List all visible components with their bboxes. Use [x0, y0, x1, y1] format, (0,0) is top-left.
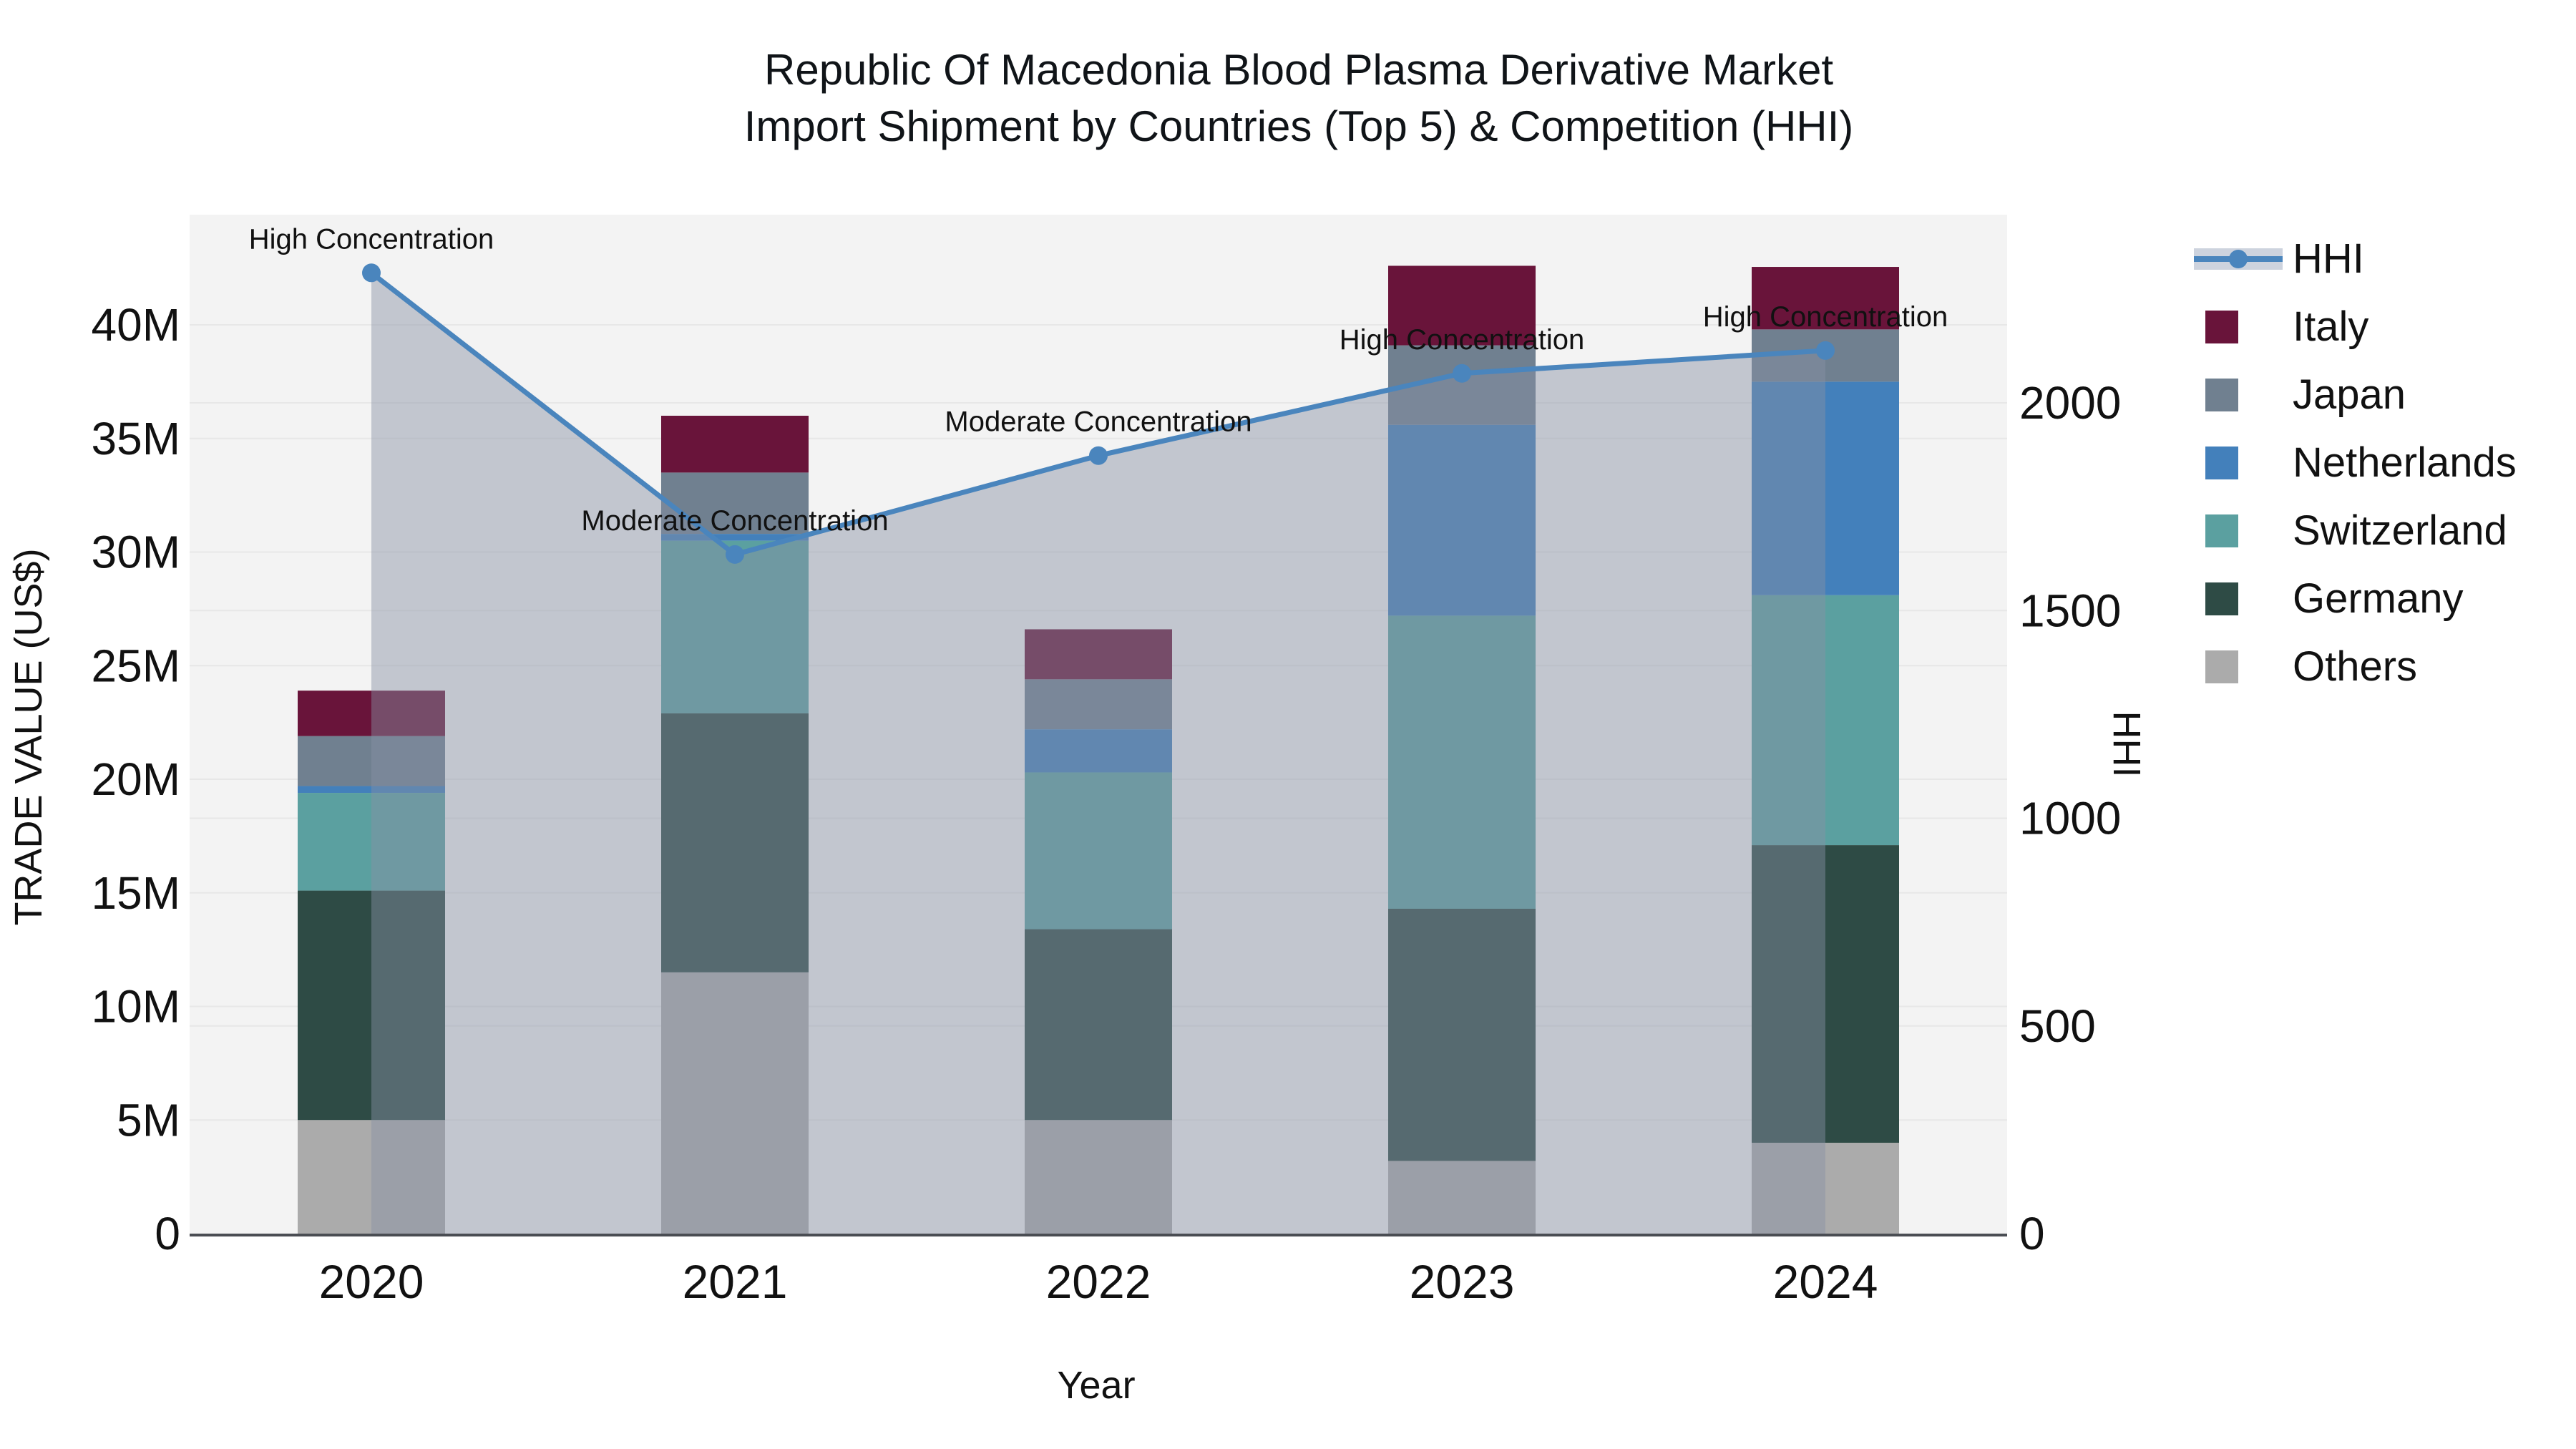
hhi-marker-2020[interactable] [362, 263, 381, 283]
bar-segment-2023-germany[interactable] [1388, 908, 1536, 1161]
legend-swatch-japan [2194, 378, 2283, 412]
bar-segment-2022-others[interactable] [1025, 1120, 1172, 1234]
bar-segment-2020-switzerland[interactable] [298, 793, 445, 891]
xtick-label-2022: 2022 [1046, 1255, 1151, 1308]
ytick-label-15M: 15M [92, 867, 181, 919]
chart-title-line1: Republic Of Macedonia Blood Plasma Deriv… [763, 46, 1833, 94]
bar-segment-2024-germany[interactable] [1752, 845, 1899, 1143]
color-swatch-icon [2205, 446, 2238, 479]
bar-segment-2021-germany[interactable] [661, 713, 809, 972]
bar-segment-2024-switzerland[interactable] [1752, 595, 1899, 846]
xtick-label-2023: 2023 [1410, 1255, 1515, 1308]
bar-segment-2020-italy[interactable] [298, 691, 445, 736]
ytick-label-0: 0 [155, 1208, 180, 1259]
legend-swatch-germany [2194, 582, 2283, 616]
ytick-label-20M: 20M [92, 753, 181, 805]
annotation-2024: High Concentration [1703, 301, 1948, 333]
legend-hhi-line-icon [2194, 242, 2283, 276]
annotation-2022: Moderate Concentration [945, 406, 1252, 438]
y2tick-label-2000: 2000 [2019, 377, 2121, 429]
annotation-2021: Moderate Concentration [581, 505, 888, 537]
x-axis-title: Year [1057, 1364, 1136, 1407]
legend-label: Netherlands [2293, 439, 2517, 486]
xtick-label-2021: 2021 [683, 1255, 788, 1308]
legend-item-switzerland[interactable]: Switzerland [2194, 497, 2517, 565]
y2-axis-title: HHI [2105, 711, 2148, 778]
legend-hhi-marker-icon [2229, 249, 2248, 268]
bar-segment-2023-netherlands[interactable] [1388, 424, 1536, 616]
legend-item-netherlands[interactable]: Netherlands [2194, 429, 2517, 497]
bar-segment-2023-others[interactable] [1388, 1161, 1536, 1234]
y2tick-label-500: 500 [2019, 1000, 2096, 1052]
bar-segment-2022-switzerland[interactable] [1025, 772, 1172, 930]
legend-label: Germany [2293, 575, 2464, 622]
bar-segment-2021-switzerland[interactable] [661, 540, 809, 713]
chart-title: Republic Of Macedonia Blood Plasma Deriv… [744, 42, 1854, 155]
y2tick-label-0: 0 [2019, 1208, 2045, 1259]
ytick-label-5M: 5M [117, 1094, 180, 1146]
legend-label: HHI [2293, 235, 2364, 282]
legend-item-japan[interactable]: Japan [2194, 361, 2517, 429]
legend-label: Others [2293, 643, 2418, 690]
hhi-marker-2023[interactable] [1453, 364, 1471, 383]
bar-segment-2021-netherlands[interactable] [661, 534, 809, 541]
hhi-area-fill [371, 273, 1825, 1234]
legend-swatch-others [2194, 650, 2283, 684]
y2tick-label-1500: 1500 [2019, 585, 2121, 636]
legend-label: Japan [2293, 371, 2406, 418]
bar-segment-2020-netherlands[interactable] [298, 786, 445, 794]
bar-segment-2022-netherlands[interactable] [1025, 729, 1172, 773]
annotation-2023: High Concentration [1340, 324, 1584, 356]
legend-swatch-netherlands [2194, 446, 2283, 480]
bar-segment-2024-others[interactable] [1752, 1143, 1899, 1234]
xtick-label-2020: 2020 [319, 1255, 424, 1308]
bar-segment-2024-netherlands[interactable] [1752, 381, 1899, 595]
legend-item-italy[interactable]: Italy [2194, 293, 2517, 361]
legend-item-hhi[interactable]: HHI [2194, 225, 2517, 293]
hhi-marker-2021[interactable] [726, 545, 744, 564]
bar-segment-2020-japan[interactable] [298, 736, 445, 786]
legend-item-others[interactable]: Others [2194, 633, 2517, 701]
bar-segment-2021-japan[interactable] [661, 472, 809, 535]
legend-item-germany[interactable]: Germany [2194, 565, 2517, 633]
color-swatch-icon [2205, 378, 2238, 411]
bar-segment-2023-switzerland[interactable] [1388, 615, 1536, 909]
hhi-marker-2022[interactable] [1089, 446, 1108, 465]
color-swatch-icon [2205, 514, 2238, 547]
xtick-label-2024: 2024 [1773, 1255, 1878, 1308]
y-axis-title: TRADE VALUE (US$) [7, 548, 50, 926]
annotation-2020: High Concentration [249, 223, 494, 255]
bar-segment-2022-japan[interactable] [1025, 679, 1172, 730]
bar-segment-2021-others[interactable] [661, 972, 809, 1234]
ytick-label-10M: 10M [92, 981, 181, 1033]
chart-title-line2: Import Shipment by Countries (Top 5) & C… [743, 102, 1854, 151]
bar-segment-2022-germany[interactable] [1025, 929, 1172, 1121]
bar-segment-2022-italy[interactable] [1025, 629, 1172, 680]
color-swatch-icon [2205, 310, 2238, 343]
bar-segment-2020-germany[interactable] [298, 890, 445, 1121]
legend-swatch-italy [2194, 310, 2283, 344]
color-swatch-icon [2205, 582, 2238, 615]
ytick-label-35M: 35M [92, 413, 181, 464]
legend-swatch-switzerland [2194, 514, 2283, 548]
bar-segment-2024-italy[interactable] [1752, 267, 1899, 330]
color-swatch-icon [2205, 650, 2238, 683]
y2tick-label-1000: 1000 [2019, 793, 2121, 844]
legend-label: Italy [2293, 303, 2369, 350]
ytick-label-30M: 30M [92, 527, 181, 578]
legend: HHI Italy Japan Netherlands Switzerland Germa… [2194, 225, 2517, 701]
bar-segment-2023-italy[interactable] [1388, 265, 1536, 346]
hhi-marker-2024[interactable] [1816, 341, 1835, 360]
ytick-label-40M: 40M [92, 299, 181, 351]
bar-segment-2021-italy[interactable] [661, 416, 809, 473]
legend-label: Switzerland [2293, 507, 2507, 554]
bar-segment-2020-others[interactable] [298, 1120, 445, 1234]
ytick-label-25M: 25M [92, 640, 181, 691]
